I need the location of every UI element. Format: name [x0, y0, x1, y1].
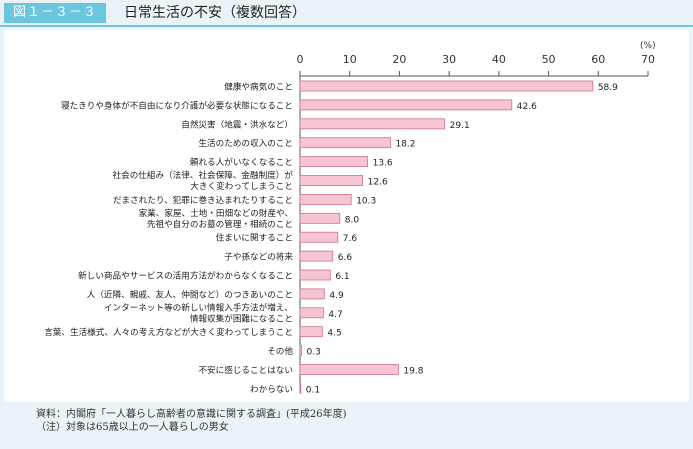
bar-value-label: 10.3 [356, 196, 376, 206]
category-label: だまされたり、犯罪に巻き込まれたりすること [113, 194, 293, 206]
x-tick-label: 10 [343, 53, 357, 66]
chart-panel: (%) 0 10 20 30 40 50 60 70 58.9 健康や病気のこと 42.6 寝たきりや身… [4, 30, 689, 402]
bar [299, 364, 399, 375]
category-label: 子や孫などの将来 [224, 251, 293, 263]
bar [299, 250, 334, 262]
bar-value-label: 6.6 [338, 253, 353, 263]
bar-value-label: 19.8 [403, 367, 423, 377]
bar-value-label: 18.2 [395, 140, 415, 150]
category-label: わからない [250, 384, 293, 395]
bar [299, 307, 324, 319]
unit-label: (%) [640, 41, 656, 51]
bar [299, 175, 364, 186]
bar [299, 80, 594, 92]
bar [299, 269, 331, 281]
x-tick-label: 70 [641, 53, 655, 66]
figure-title: 日常生活の不安（複数回答） [124, 5, 306, 21]
bar-value-label: 0.1 [306, 385, 320, 395]
bar [299, 288, 325, 300]
bar-value-label: 0.3 [306, 348, 320, 358]
category-label: 不安に感じることはない [198, 364, 293, 376]
x-tick-label: 30 [442, 53, 456, 66]
bar-value-label: 6.1 [335, 272, 349, 282]
bar-chart: (%) 0 10 20 30 40 50 60 70 58.9 健康や病気のこと 42.6 寝たきりや身… [44, 41, 656, 395]
bar [299, 137, 391, 149]
bar-value-label: 12.6 [368, 178, 388, 188]
category-label: 寝たきりや身体が不自由になり介護が必要な状態になること [61, 99, 293, 111]
bar-value-label: 13.6 [373, 159, 393, 169]
figure-header: 図１－３－３ 日常生活の不安（複数回答） [0, 0, 693, 27]
category-label: 人（近隣、親戚、友人、仲間など）のつきあいのこと [87, 288, 293, 300]
category-label: 自然災害（地震・洪水など） [181, 118, 293, 130]
category-label: 住まいに関すること [216, 232, 293, 244]
category-label: 家業、家屋、土地・田畑などの財産や、 [139, 207, 293, 219]
x-tick-label: 0 [297, 53, 304, 66]
category-label: 先祖や自分のお墓の管理・相続のこと [147, 218, 293, 230]
bar [299, 118, 446, 130]
source-note: 資料：内閣府「一人暮らし高齢者の意識に関する調査」(平成26年度) [36, 409, 347, 420]
category-label: 頼れる人がいなくなること [190, 156, 293, 168]
bar [299, 193, 352, 205]
bar [299, 345, 302, 357]
x-tick-label: 50 [542, 53, 556, 66]
category-label: 情報収集が困難になること [190, 312, 293, 324]
category-label: その他 [267, 345, 293, 357]
bar [299, 382, 302, 394]
bar [299, 326, 323, 338]
x-tick-label: 40 [492, 53, 506, 66]
target-note: （注）対象は65歳以上の一人暮らしの男女 [36, 422, 229, 433]
bar [299, 212, 341, 224]
category-label: 社会の仕組み（法律、社会保障、金融制度）が [113, 169, 294, 181]
category-label: 新しい商品やサービスの活用方法がわからなくなること [78, 270, 293, 282]
category-label: 言葉、生活様式、人々の考え方などが大きく変わってしまうこと [44, 326, 293, 338]
bar-value-label: 29.1 [450, 121, 470, 131]
category-label: 大きく変わってしまうこと [190, 180, 293, 192]
bar-value-label: 4.7 [328, 310, 342, 320]
bar-value-label: 8.0 [345, 215, 360, 225]
category-label: インターネット等の新しい情報入手方法が増え、 [104, 301, 293, 313]
category-label: 生活のための収入のこと [198, 137, 293, 149]
bar-value-label: 7.6 [343, 234, 358, 244]
bar-value-label: 58.9 [598, 83, 618, 93]
bar [299, 156, 369, 167]
x-tick-label: 20 [392, 53, 406, 66]
category-label: 健康や病気のこと [224, 81, 293, 93]
bar-value-label: 4.5 [327, 329, 341, 339]
bar [299, 231, 339, 243]
x-tick-label: 60 [591, 53, 605, 66]
header-divider [0, 25, 693, 27]
bar-value-label: 42.6 [517, 102, 537, 112]
bar-value-label: 4.9 [329, 291, 344, 301]
chart-notes: 資料：内閣府「一人暮らし高齢者の意識に関する調査」(平成26年度) （注）対象は… [36, 408, 347, 434]
figure-number-label: 図１－３－３ [4, 3, 106, 23]
bar [299, 99, 513, 111]
